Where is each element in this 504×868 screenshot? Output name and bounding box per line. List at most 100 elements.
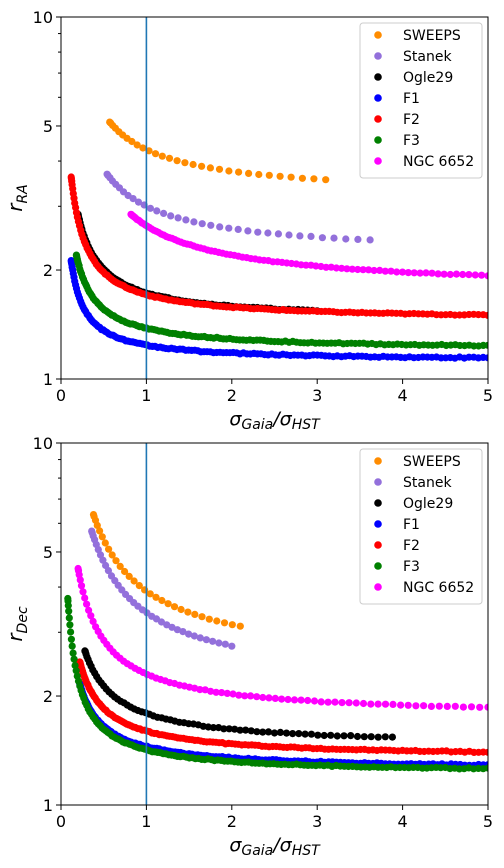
series-ngc-6652 — [127, 210, 488, 280]
data-point — [465, 271, 473, 279]
data-point — [359, 699, 368, 708]
data-point — [354, 235, 362, 243]
data-point — [452, 270, 461, 278]
data-point — [332, 264, 340, 272]
data-point — [393, 268, 401, 276]
data-point — [253, 728, 261, 736]
legend-label: Ogle29 — [403, 70, 453, 86]
legend-marker — [374, 499, 382, 507]
data-point — [99, 556, 107, 564]
data-point — [216, 223, 224, 231]
data-point — [353, 732, 362, 741]
x-tick-label: 5 — [483, 812, 493, 831]
data-point — [320, 731, 328, 740]
data-point — [189, 160, 197, 169]
plot-frame — [60, 16, 489, 380]
data-point — [484, 354, 488, 362]
data-point — [202, 636, 210, 644]
legend-label: SWEEPS — [403, 454, 461, 470]
data-point — [287, 173, 295, 181]
data-point — [207, 221, 215, 229]
legend-box — [359, 448, 483, 605]
data-point — [443, 702, 451, 711]
legend-label: F3 — [403, 133, 420, 149]
data-point — [416, 269, 424, 277]
data-point — [153, 207, 161, 215]
data-point — [231, 725, 239, 733]
data-point — [225, 725, 233, 733]
data-point — [190, 632, 198, 640]
chart-panel-2: 0 1 2 3 4 512510σGaia/σHSTrDecSWEEPSStanekOgl… — [3, 434, 493, 859]
data-point — [215, 165, 224, 173]
x-tick-label: 1 — [141, 386, 151, 405]
data-point — [184, 608, 192, 616]
data-point — [228, 621, 236, 629]
legend-label: Ogle29 — [403, 496, 453, 512]
series-stanek — [88, 527, 236, 650]
data-point — [198, 613, 206, 621]
x-tick-label: 0 — [56, 812, 66, 831]
data-point — [317, 698, 325, 706]
data-point — [96, 527, 104, 535]
data-point — [130, 577, 138, 585]
data-point — [324, 698, 332, 706]
data-point — [67, 635, 75, 643]
x-axis-label: σGaia/σHST — [229, 408, 321, 433]
data-point — [244, 227, 252, 235]
data-point — [459, 703, 467, 711]
legend-marker — [374, 136, 382, 144]
data-point — [218, 689, 226, 697]
data-point — [254, 228, 262, 236]
data-point — [160, 209, 168, 217]
data-point — [271, 694, 279, 703]
data-point — [459, 270, 467, 279]
chart-panel-1: 0 1 2 3 4 512510σGaia/σHSTrRASWEEPSStanekOgle… — [3, 8, 493, 433]
y-tick-label: 1 — [43, 370, 53, 389]
data-point — [342, 235, 350, 243]
data-point — [359, 266, 367, 274]
data-point — [69, 649, 77, 657]
data-point — [422, 269, 430, 277]
data-point — [366, 236, 374, 244]
data-point — [170, 603, 179, 611]
legend: SWEEPS Stanek Ogle29 F1 F2 F3 NGC 6652 — [359, 448, 483, 605]
data-point — [484, 341, 488, 349]
data-point — [207, 687, 215, 695]
data-point — [307, 232, 315, 240]
data-point — [135, 582, 143, 590]
data-point — [151, 150, 160, 158]
data-point — [235, 168, 243, 176]
data-point — [167, 212, 175, 220]
data-point — [134, 198, 143, 206]
data-point — [98, 533, 106, 541]
series-sweeps — [106, 118, 330, 184]
data-point — [310, 697, 319, 705]
data-point — [398, 268, 407, 276]
data-point — [434, 270, 442, 278]
series-f3 — [72, 251, 488, 350]
y-tick-label: 10 — [33, 434, 53, 453]
data-point — [374, 733, 382, 741]
data-point — [381, 267, 389, 275]
data-point — [182, 216, 190, 224]
data-point — [116, 562, 124, 571]
data-point — [253, 693, 261, 701]
data-point — [264, 728, 273, 736]
data-point — [234, 225, 242, 233]
series-f2 — [67, 173, 488, 319]
data-point — [220, 619, 229, 627]
legend-label: Stanek — [403, 49, 452, 65]
data-point — [295, 730, 303, 738]
legend-marker — [374, 541, 382, 549]
data-point — [427, 702, 435, 711]
data-point — [121, 567, 129, 576]
data-point — [229, 690, 237, 698]
legend-marker — [374, 520, 382, 528]
data-point — [259, 728, 267, 736]
data-point — [255, 170, 263, 179]
legend-marker — [374, 457, 382, 465]
data-point — [225, 224, 233, 232]
data-point — [198, 162, 206, 170]
data-point — [128, 137, 136, 146]
data-point — [64, 601, 72, 610]
